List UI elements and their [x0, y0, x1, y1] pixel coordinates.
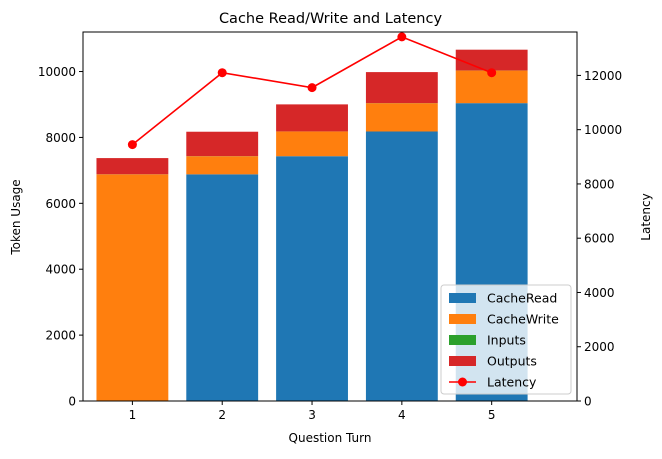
point-latency-4 [397, 32, 406, 41]
point-latency-5 [487, 68, 496, 77]
y-tick-label-10000: 10000 [38, 65, 76, 79]
x-tick-label-1: 1 [129, 408, 137, 422]
bar-outputs-1 [96, 158, 168, 174]
y2-tick-label-10000: 10000 [584, 123, 622, 137]
y2-tick-label-12000: 12000 [584, 69, 622, 83]
bar-cachewrite-2 [186, 156, 258, 174]
y-axis-label: Token Usage [9, 179, 23, 255]
y-tick-label-4000: 4000 [45, 263, 76, 277]
x-axis: 1 2 3 4 5 [129, 401, 496, 422]
y-tick-label-0: 0 [68, 395, 76, 409]
chart-title: Cache Read/Write and Latency [219, 11, 443, 27]
y2-tick-label-2000: 2000 [584, 340, 615, 354]
x-tick-label-5: 5 [488, 408, 496, 422]
bar-outputs-4 [366, 72, 438, 103]
x-axis-label: Question Turn [289, 431, 372, 445]
legend-swatch-cachewrite [449, 314, 476, 324]
bar-cacheread-4 [366, 132, 438, 402]
legend-label-outputs: Outputs [487, 354, 537, 369]
legend-label-cacheread: CacheRead [487, 291, 557, 306]
bar-cachewrite-3 [276, 132, 348, 157]
y-tick-label-2000: 2000 [45, 329, 76, 343]
legend-swatch-outputs [449, 356, 476, 366]
bar-cachewrite-1 [96, 174, 168, 401]
legend-label-cachewrite: CacheWrite [487, 312, 559, 327]
y2-tick-label-0: 0 [584, 395, 592, 409]
y2-axis-label: Latency [639, 193, 653, 240]
y-axis-right: 0 2000 4000 6000 8000 10000 12000 [577, 69, 622, 409]
legend-label-inputs: Inputs [487, 333, 526, 348]
legend: CacheRead CacheWrite Inputs Outputs Latency [441, 285, 571, 394]
y-tick-label-6000: 6000 [45, 197, 76, 211]
bar-outputs-3 [276, 104, 348, 131]
y-axis-left: 0 2000 4000 6000 8000 10000 [38, 65, 83, 408]
y2-tick-label-4000: 4000 [584, 286, 615, 300]
legend-marker-latency [458, 378, 467, 387]
legend-label-latency: Latency [487, 375, 537, 390]
bar-outputs-5 [456, 50, 528, 71]
bar-outputs-2 [186, 132, 258, 156]
x-tick-label-3: 3 [308, 408, 316, 422]
x-tick-label-2: 2 [218, 408, 226, 422]
y2-tick-label-8000: 8000 [584, 177, 615, 191]
y2-tick-label-6000: 6000 [584, 232, 615, 246]
bar-cacheread-3 [276, 156, 348, 401]
x-tick-label-4: 4 [398, 408, 406, 422]
legend-swatch-cacheread [449, 293, 476, 303]
bar-cachewrite-4 [366, 103, 438, 131]
point-latency-3 [308, 83, 317, 92]
legend-swatch-inputs [449, 335, 476, 345]
point-latency-1 [128, 140, 137, 149]
bar-cacheread-2 [186, 174, 258, 401]
y-tick-label-8000: 8000 [45, 131, 76, 145]
point-latency-2 [218, 68, 227, 77]
